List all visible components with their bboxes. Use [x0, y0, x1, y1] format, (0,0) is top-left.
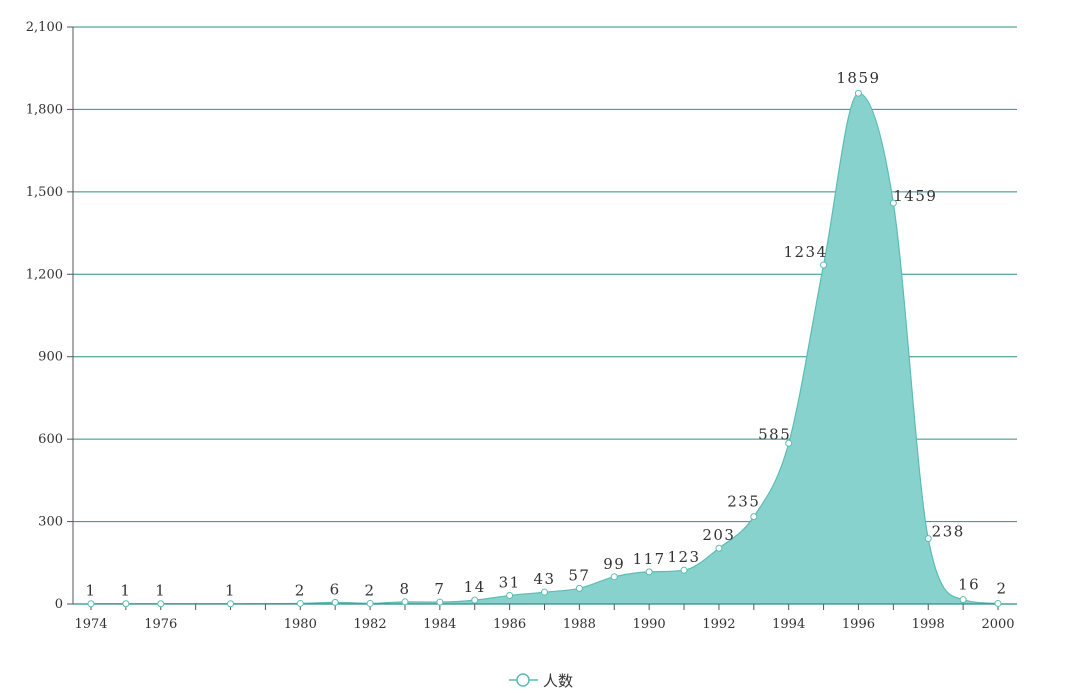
data-label: 2	[365, 581, 376, 599]
data-label: 1	[120, 582, 131, 600]
data-label: 6	[330, 580, 341, 598]
data-label: 1	[225, 582, 236, 600]
area-series	[91, 92, 999, 605]
y-tick-label: 600	[38, 432, 63, 447]
data-point[interactable]	[575, 584, 583, 592]
grid-lines	[73, 26, 1017, 523]
x-tick-label: 1992	[702, 617, 735, 632]
x-tick-label: 1974	[74, 617, 107, 632]
y-tick-label: 1,800	[26, 102, 63, 117]
data-point[interactable]	[436, 598, 444, 606]
data-point[interactable]	[645, 568, 653, 576]
data-point[interactable]	[506, 591, 514, 599]
x-tick-label: 2000	[981, 617, 1014, 632]
data-label: 1	[155, 582, 166, 600]
data-point[interactable]	[924, 535, 932, 543]
data-point[interactable]	[610, 573, 618, 581]
data-point[interactable]	[122, 600, 130, 608]
data-label: 7	[434, 580, 445, 598]
y-tick-label: 900	[38, 350, 63, 365]
data-label: 2	[295, 581, 306, 599]
data-point[interactable]	[366, 599, 374, 607]
data-point[interactable]	[959, 596, 967, 604]
data-label: 8	[399, 580, 410, 598]
data-label: 57	[568, 566, 590, 584]
x-tick-label: 1982	[354, 617, 387, 632]
y-tick-label: 300	[38, 515, 63, 530]
data-point[interactable]	[889, 199, 897, 207]
data-label: 1859	[836, 69, 880, 87]
data-point[interactable]	[331, 598, 339, 606]
data-label: 1234	[783, 243, 827, 261]
data-label: 585	[758, 425, 791, 443]
y-tick-label: 0	[55, 597, 63, 612]
x-tick-label: 1988	[563, 617, 596, 632]
data-point[interactable]	[854, 89, 862, 97]
data-point[interactable]	[680, 566, 688, 574]
legend-marker-icon	[516, 673, 530, 687]
x-tick-label: 1980	[284, 617, 317, 632]
data-point[interactable]	[227, 600, 235, 608]
data-label: 123	[667, 548, 700, 566]
data-label: 1	[85, 582, 96, 600]
data-points	[87, 89, 1002, 608]
x-tick-label: 1990	[633, 617, 666, 632]
x-tick-label: 1998	[912, 617, 945, 632]
data-label: 238	[932, 523, 965, 541]
y-tick-label: 2,100	[26, 20, 63, 35]
data-point[interactable]	[87, 600, 95, 608]
data-label: 235	[727, 493, 760, 511]
data-label: 16	[958, 576, 980, 594]
x-tick-label: 1976	[144, 617, 177, 632]
data-point[interactable]	[541, 588, 548, 596]
data-point[interactable]	[157, 600, 165, 608]
data-label: 117	[633, 550, 666, 568]
data-point[interactable]	[994, 599, 1002, 607]
data-point[interactable]	[471, 596, 479, 604]
y-tick-label: 1,500	[26, 185, 63, 200]
data-label: 31	[499, 573, 521, 591]
y-tick-label: 1,200	[26, 267, 63, 282]
x-tick-label: 1996	[842, 617, 875, 632]
x-tick-label: 1986	[493, 617, 526, 632]
data-label: 99	[603, 555, 625, 573]
data-point[interactable]	[750, 513, 758, 521]
data-label: 14	[464, 578, 486, 596]
data-label: 2	[996, 579, 1007, 597]
data-point[interactable]	[820, 261, 828, 269]
data-label: 43	[533, 570, 555, 588]
data-label: 1459	[893, 187, 937, 205]
data-point[interactable]	[715, 544, 723, 552]
data-point[interactable]	[401, 598, 409, 606]
data-point[interactable]	[785, 439, 793, 447]
area-outline	[91, 92, 999, 605]
legend[interactable]: 人数	[509, 672, 573, 690]
data-label: 203	[702, 526, 735, 544]
x-tick-label: 1984	[423, 617, 456, 632]
area-fill	[91, 93, 998, 604]
legend-label: 人数	[543, 672, 573, 690]
data-point[interactable]	[296, 599, 304, 607]
x-tick-label: 1994	[772, 617, 805, 632]
